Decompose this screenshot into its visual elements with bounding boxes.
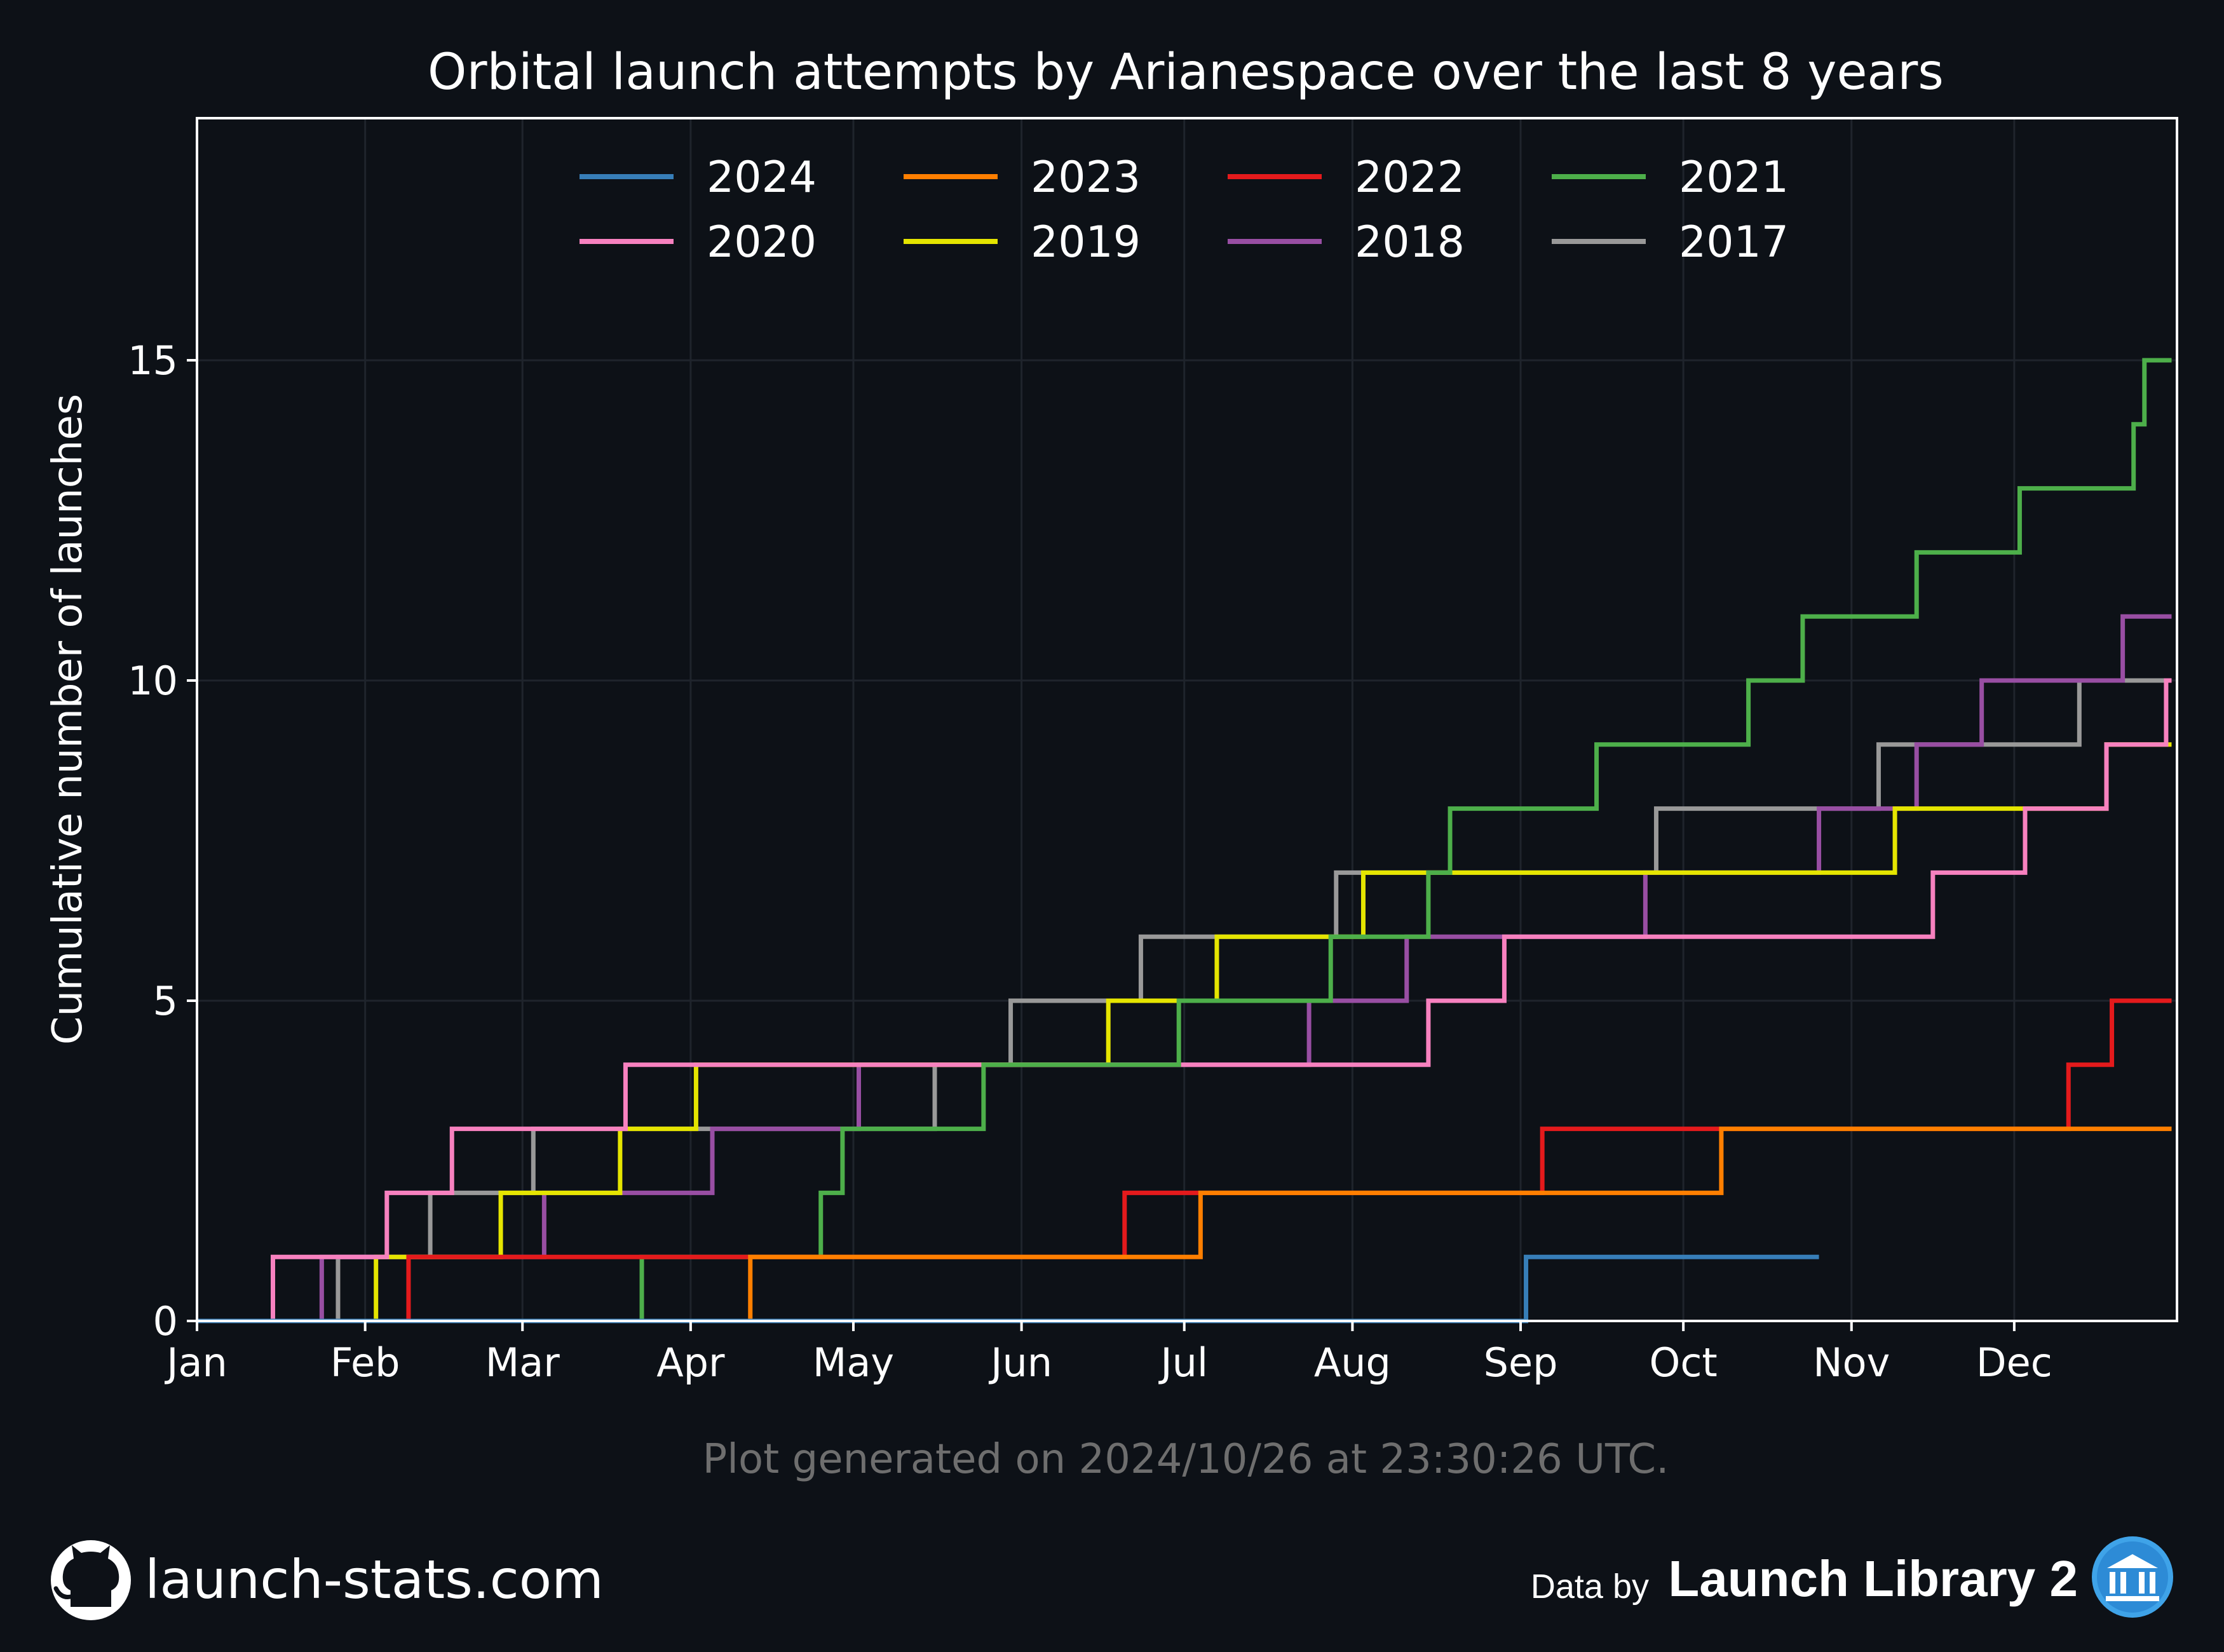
legend-label: 2019 (1031, 217, 1141, 267)
y-tick-label: 15 (128, 337, 178, 384)
x-tick-label: Oct (1650, 1339, 1718, 1386)
x-tick-label: Dec (1976, 1339, 2052, 1386)
github-icon (51, 1540, 131, 1620)
y-axis-title: Cumulative number of launches (44, 394, 92, 1045)
x-tick-label: Mar (485, 1339, 560, 1386)
series-line-2021 (197, 358, 2172, 1324)
y-tick-label: 10 (128, 658, 178, 704)
y-tick-label: 0 (153, 1298, 178, 1344)
x-tick-label: Jun (988, 1339, 1052, 1386)
x-tick-label: Feb (330, 1339, 400, 1386)
series-line-2023 (197, 1127, 2172, 1324)
x-tick-label: Apr (656, 1339, 725, 1386)
legend-entry-2017: 2017 (1552, 217, 1789, 267)
legend-label: 2017 (1679, 217, 1789, 267)
legend-label: 2024 (707, 152, 817, 203)
plot-frame (196, 117, 2178, 1322)
generated-note: Plot generated on 2024/10/26 at 23:30:26… (703, 1436, 1669, 1483)
y-tick-label: 5 (153, 978, 178, 1024)
legend-entry-2022: 2022 (1228, 152, 1465, 203)
legend-entry-2021: 2021 (1552, 152, 1789, 203)
x-tick-label: May (813, 1339, 894, 1386)
y-axis: 0 5 10 15 (128, 337, 197, 1344)
series-line-2020 (197, 678, 2172, 1324)
data-by-label: Data by (1531, 1567, 1649, 1606)
x-tick-label: Sep (1484, 1339, 1558, 1386)
x-tick-label: Jul (1158, 1339, 1208, 1386)
legend-entry-2024: 2024 (580, 152, 817, 203)
legend-label: 2020 (707, 217, 817, 267)
x-tick-label: Nov (1813, 1339, 1890, 1386)
data-credit: Data by Launch Library 2 (1531, 1536, 2173, 1618)
x-tick-label: Aug (1314, 1339, 1391, 1386)
legend-label: 2022 (1355, 152, 1465, 203)
series-line-2017 (197, 678, 2172, 1324)
legend-label: 2021 (1679, 152, 1789, 203)
x-axis: Jan Feb Mar Apr May Jun Jul Aug Sep Oct Nov Dec (164, 1321, 2052, 1386)
series-line-2022 (197, 998, 2172, 1324)
series-line-2019 (197, 742, 2172, 1324)
chart-title: Orbital launch attempts by Arianespace o… (428, 44, 1944, 101)
series-line-2018 (197, 614, 2172, 1324)
github-link[interactable]: launch-stats.com (51, 1540, 604, 1620)
legend-entry-2023: 2023 (904, 152, 1141, 203)
legend-entry-2019: 2019 (904, 217, 1141, 267)
legend-label: 2018 (1355, 217, 1465, 267)
launch-library-link[interactable]: Launch Library 2 (1668, 1550, 2078, 1607)
legend: 2024 2023 2022 2021 2020 2019 2018 2017 (580, 152, 1789, 267)
site-link[interactable]: launch-stats.com (145, 1548, 604, 1611)
x-tick-label: Jan (164, 1339, 227, 1386)
legend-entry-2020: 2020 (580, 217, 817, 267)
legend-label: 2023 (1031, 152, 1141, 203)
legend-entry-2018: 2018 (1228, 217, 1465, 267)
launch-library-logo-icon (2092, 1536, 2173, 1618)
